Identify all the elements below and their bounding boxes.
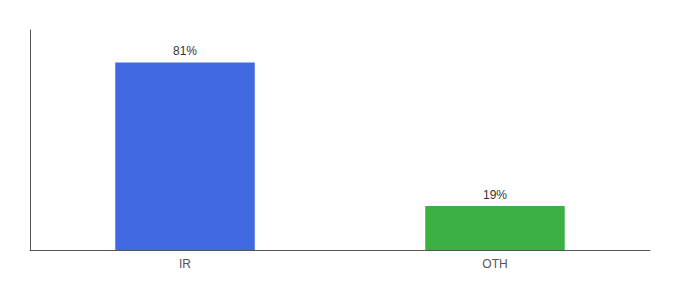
svg-text:81%: 81%	[173, 44, 197, 58]
svg-text:IR: IR	[179, 257, 191, 271]
svg-text:OTH: OTH	[482, 257, 507, 271]
svg-text:19%: 19%	[483, 188, 507, 202]
